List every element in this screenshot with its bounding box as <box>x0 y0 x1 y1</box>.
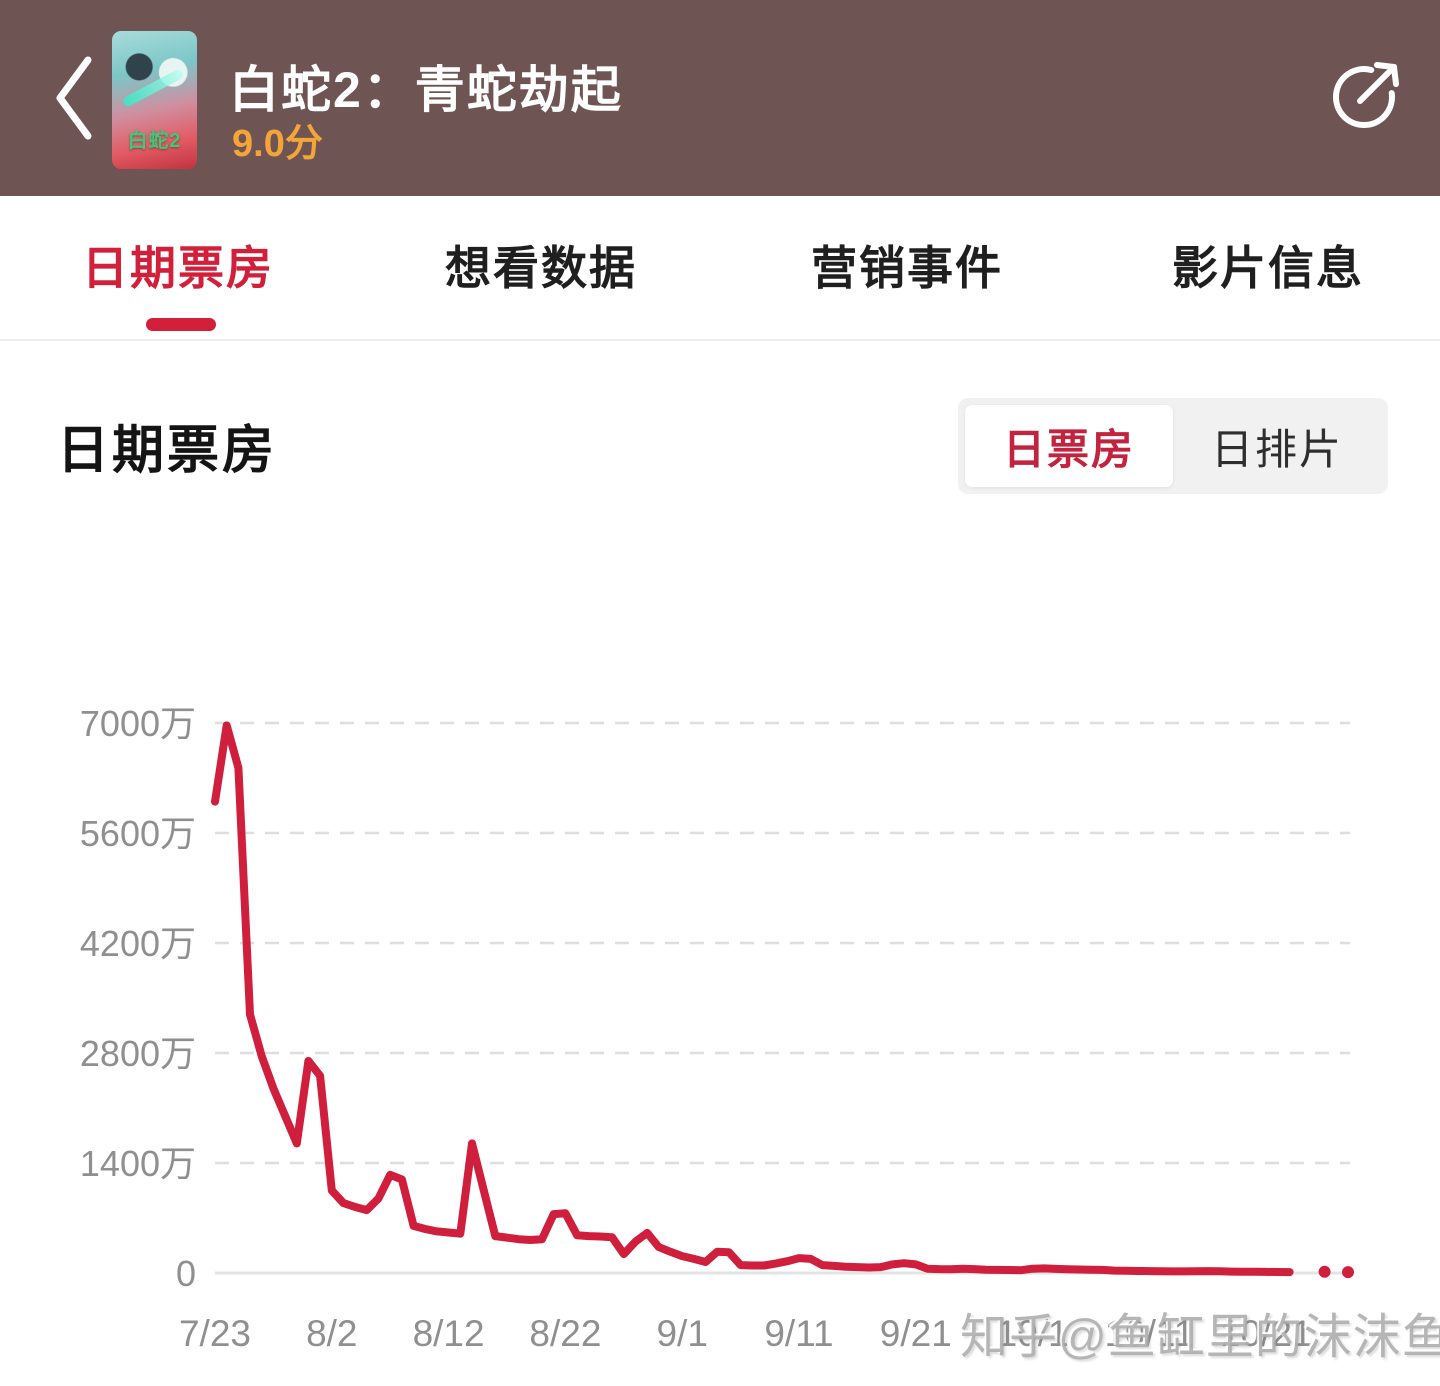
tab-wish-data[interactable]: 想看数据 <box>445 242 637 294</box>
share-icon <box>1332 62 1399 129</box>
svg-text:10/21: 10/21 <box>1220 1313 1313 1354</box>
tab-movie-info[interactable]: 影片信息 <box>1172 242 1364 294</box>
movie-poster[interactable]: 白蛇2 <box>112 31 197 169</box>
svg-text:5600万: 5600万 <box>80 813 196 854</box>
toggle-daily-screening[interactable]: 日排片 <box>1210 425 1343 473</box>
back-button[interactable] <box>50 52 96 144</box>
svg-text:4200万: 4200万 <box>80 923 196 964</box>
tab-bar: 日期票房 想看数据 营销事件 影片信息 <box>0 196 1440 341</box>
movie-title: 白蛇2：青蛇劫起 <box>229 62 623 118</box>
svg-text:2800万: 2800万 <box>80 1033 196 1074</box>
svg-text:8/22: 8/22 <box>529 1313 601 1354</box>
app-header: 白蛇2 白蛇2：青蛇劫起 9.0分 <box>0 0 1440 196</box>
svg-text:10/11: 10/11 <box>1104 1313 1194 1354</box>
section-title: 日期票房 <box>57 422 278 480</box>
share-button[interactable] <box>1324 50 1412 144</box>
svg-text:7000万: 7000万 <box>80 703 196 744</box>
tab-marketing-events[interactable]: 营销事件 <box>811 242 1003 294</box>
active-tab-underline <box>146 318 216 331</box>
chevron-left-icon <box>56 56 92 140</box>
svg-text:9/11: 9/11 <box>764 1313 833 1354</box>
svg-text:1400万: 1400万 <box>80 1143 196 1184</box>
svg-text:9/21: 9/21 <box>880 1313 952 1354</box>
toggle-daily-boxoffice[interactable]: 日票房 <box>965 405 1173 487</box>
chart-mode-toggle: 日票房 日排片 <box>958 398 1388 494</box>
svg-text:0: 0 <box>176 1253 196 1294</box>
svg-text:8/12: 8/12 <box>413 1313 485 1354</box>
tab-date-boxoffice[interactable]: 日期票房 <box>82 242 274 294</box>
svg-text:10/1: 10/1 <box>997 1313 1069 1354</box>
poster-title-text: 白蛇2 <box>127 130 182 152</box>
watermark-text: 知乎@鱼缸里的沫沫鱼 <box>960 1311 1440 1364</box>
svg-text:7/23: 7/23 <box>179 1313 251 1354</box>
movie-rating: 9.0分 <box>232 123 323 165</box>
svg-text:8/2: 8/2 <box>306 1313 357 1354</box>
svg-text:9/1: 9/1 <box>656 1313 707 1354</box>
